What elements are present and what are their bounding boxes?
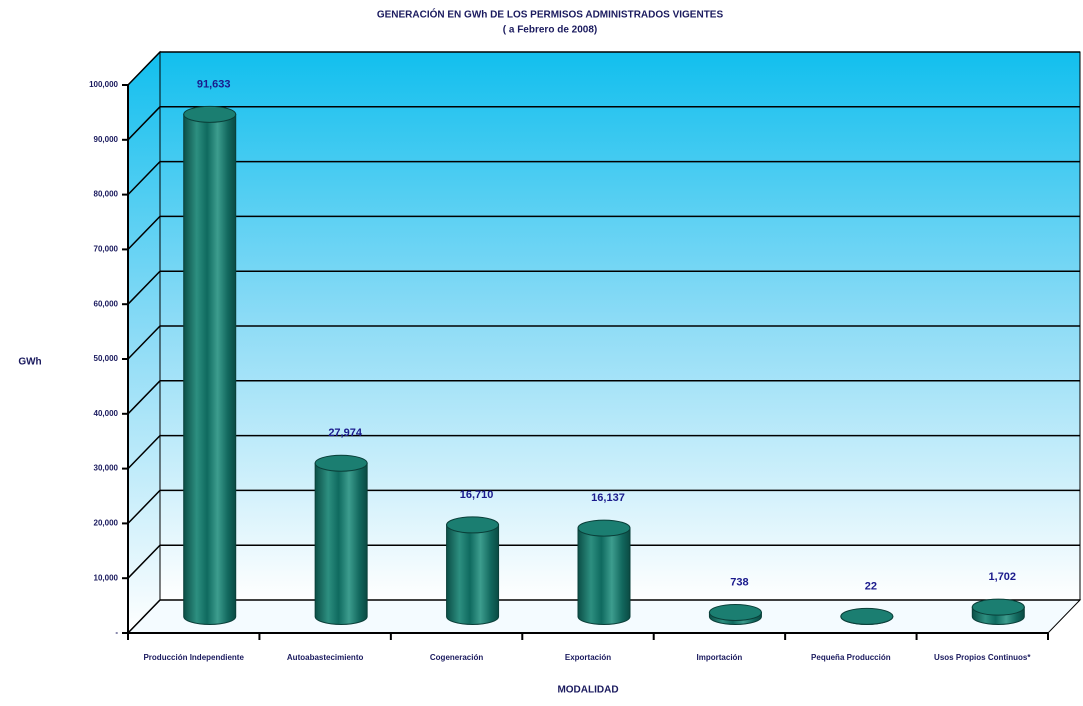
value-label: 27,974 [328, 427, 363, 439]
bar [577, 527, 631, 625]
value-label: 22 [865, 580, 877, 592]
bar [183, 113, 237, 625]
y-tick-label: 70,000 [94, 245, 119, 254]
y-tick-label: 80,000 [94, 190, 119, 199]
y-tick-label: 50,000 [94, 354, 119, 363]
y-tick-label: 60,000 [94, 299, 119, 308]
grid-line [127, 325, 1080, 360]
bar-top [183, 105, 237, 123]
y-tick-label: - [115, 628, 118, 637]
y-tick-label: 40,000 [94, 409, 119, 418]
x-tick-label: Pequeña Producción [811, 653, 891, 662]
y-tick-label: 100,000 [89, 80, 118, 89]
x-tick-label: Producción Independiente [143, 653, 244, 662]
x-tick-label: Cogeneración [429, 653, 484, 662]
grid-line [127, 489, 1080, 524]
value-label: 738 [730, 576, 748, 588]
grid-line [127, 106, 1080, 141]
value-label: 16,137 [591, 492, 625, 504]
y-tick-label: 20,000 [94, 519, 119, 528]
x-tick-label: Autoabastecimiento [286, 653, 364, 662]
grid-line [127, 160, 1080, 196]
bar-top [840, 607, 894, 625]
bar-top [446, 516, 500, 534]
grid-line [127, 215, 1080, 250]
grid-line [127, 51, 1080, 86]
x-axis-label: MODALIDAD [557, 685, 618, 696]
y-tick-label: 30,000 [94, 464, 119, 473]
bar-top [314, 454, 368, 472]
value-label: 16,710 [460, 489, 494, 501]
bar [446, 524, 500, 625]
grid-line [127, 380, 1080, 415]
grid-line [127, 544, 1080, 579]
grid-line [127, 599, 1080, 634]
value-label: 91,633 [197, 78, 231, 90]
grid-line [127, 270, 1080, 305]
bar-top [577, 519, 631, 537]
chart-subtitle: ( a Febrero de 2008) [503, 25, 597, 36]
x-tick-label: Importación [696, 653, 743, 662]
x-tick-label: Exportación [564, 653, 612, 662]
y-tick-label: 90,000 [94, 135, 119, 144]
bar [314, 462, 368, 625]
y-axis-label: GWh [18, 357, 41, 368]
y-tick-label: 10,000 [94, 573, 119, 582]
chart-title: GENERACIÓN EN GWh DE LOS PERMISOS ADMINI… [377, 8, 724, 21]
x-tick-label: Usos Propios Continuos* [934, 653, 1031, 662]
bar-top [708, 603, 762, 621]
value-label: 1,702 [989, 571, 1017, 583]
grid-line [127, 434, 1080, 470]
bar-top [971, 598, 1025, 616]
